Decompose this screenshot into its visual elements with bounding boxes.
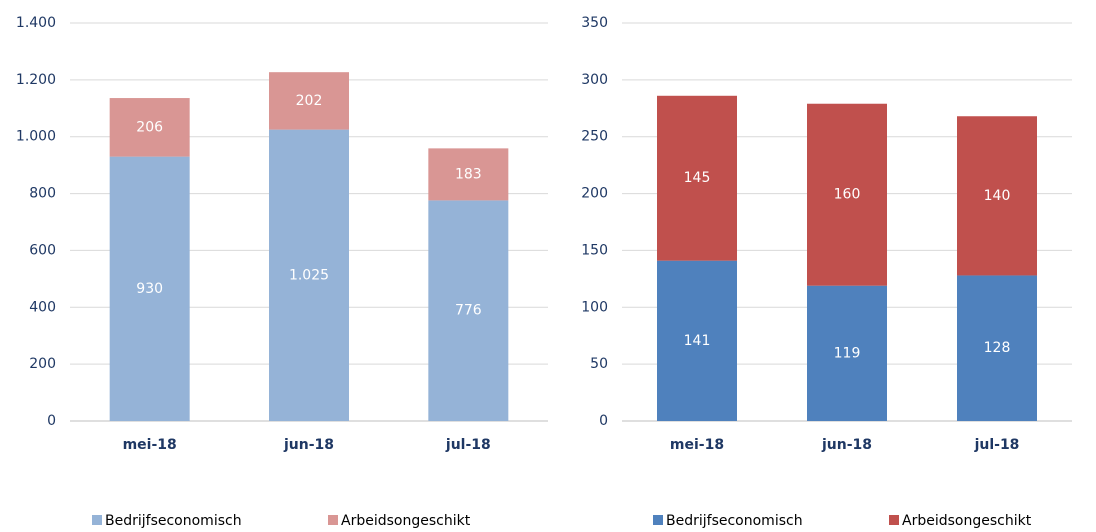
y-tick-label: 1.200 bbox=[16, 72, 56, 88]
bar-segment bbox=[957, 116, 1037, 276]
legend-swatch bbox=[328, 515, 338, 525]
x-tick-label: jul-18 bbox=[445, 437, 491, 453]
y-tick-label: 350 bbox=[581, 15, 608, 31]
data-label: 141 bbox=[684, 333, 711, 349]
x-tick-label: mei-18 bbox=[123, 437, 177, 453]
y-tick-label: 300 bbox=[581, 72, 608, 88]
legend-label: Arbeidsongeschikt bbox=[341, 513, 471, 529]
y-tick-label: 100 bbox=[581, 299, 608, 315]
data-label: 145 bbox=[684, 170, 711, 186]
y-tick-label: 200 bbox=[29, 356, 56, 372]
y-tick-label: 150 bbox=[581, 242, 608, 258]
data-label: 206 bbox=[136, 119, 163, 135]
legend-label: Bedrijfseconomisch bbox=[666, 513, 803, 529]
legend-swatch bbox=[92, 515, 102, 525]
data-label: 160 bbox=[834, 187, 861, 203]
y-tick-label: 250 bbox=[581, 129, 608, 145]
bar-segment bbox=[269, 129, 349, 421]
data-label: 1.025 bbox=[289, 267, 329, 283]
bar-segment bbox=[428, 200, 509, 421]
x-tick-label: jun-18 bbox=[821, 437, 872, 453]
data-label: 202 bbox=[296, 93, 323, 109]
x-tick-label: jun-18 bbox=[283, 437, 334, 453]
legend-label: Bedrijfseconomisch bbox=[105, 513, 242, 529]
bar-segment bbox=[109, 98, 190, 157]
data-label: 119 bbox=[834, 345, 861, 361]
x-tick-label: jul-18 bbox=[974, 437, 1020, 453]
data-label: 128 bbox=[984, 340, 1011, 356]
data-label: 776 bbox=[455, 303, 482, 319]
bar-segment bbox=[428, 148, 509, 201]
bar-segment bbox=[807, 103, 887, 286]
y-tick-label: 0 bbox=[47, 413, 56, 429]
data-label: 140 bbox=[984, 188, 1011, 204]
y-tick-label: 0 bbox=[599, 413, 608, 429]
y-tick-label: 50 bbox=[590, 356, 608, 372]
bar-segment bbox=[657, 260, 737, 421]
bar-segment bbox=[657, 95, 737, 261]
data-label: 183 bbox=[455, 166, 482, 182]
bar-segment bbox=[807, 285, 887, 421]
bar-segment bbox=[109, 156, 190, 421]
legend-swatch bbox=[889, 515, 899, 525]
x-tick-label: mei-18 bbox=[670, 437, 724, 453]
data-label: 930 bbox=[136, 281, 163, 297]
bar-segment bbox=[269, 72, 349, 130]
legend-label: Arbeidsongeschikt bbox=[902, 513, 1032, 529]
legend-swatch bbox=[653, 515, 663, 525]
y-tick-label: 200 bbox=[581, 186, 608, 202]
bar-segment bbox=[957, 275, 1037, 421]
y-tick-label: 1.000 bbox=[16, 129, 56, 145]
y-tick-label: 400 bbox=[29, 299, 56, 315]
y-tick-label: 800 bbox=[29, 186, 56, 202]
y-tick-label: 600 bbox=[29, 242, 56, 258]
y-tick-label: 1.400 bbox=[16, 15, 56, 31]
